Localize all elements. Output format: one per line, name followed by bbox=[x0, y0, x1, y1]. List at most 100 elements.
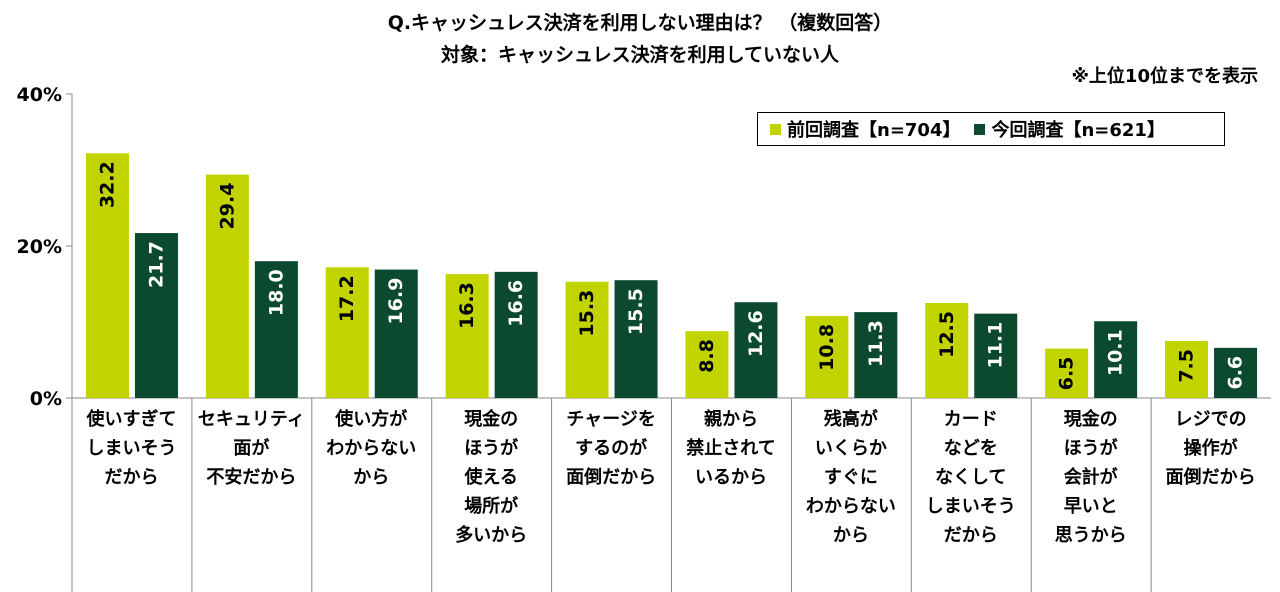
category-label-line: しまいそう bbox=[86, 438, 177, 459]
data-label-previous: 15.3 bbox=[576, 290, 598, 337]
category-label-line: カード bbox=[943, 409, 998, 430]
category-label-line: 現金の bbox=[464, 409, 519, 430]
category-label-line: 場所が bbox=[464, 496, 519, 517]
data-label-current: 6.6 bbox=[1225, 356, 1247, 390]
category-label-line: などを bbox=[943, 438, 998, 459]
data-label-previous: 29.4 bbox=[216, 183, 238, 230]
data-label-current: 16.9 bbox=[385, 278, 407, 325]
category-label-line: 残高が bbox=[823, 409, 878, 430]
data-label-current: 12.6 bbox=[745, 310, 767, 357]
category-label-line: ほうが bbox=[464, 438, 519, 459]
bar-previous bbox=[205, 174, 249, 398]
category-label-line: するのが bbox=[575, 438, 648, 459]
chart-title-line2: 対象：キャッシュレス決済を利用していない人 bbox=[440, 44, 840, 66]
bar-current bbox=[734, 302, 778, 398]
bar-previous bbox=[565, 281, 609, 398]
category-label-line: だから bbox=[943, 525, 998, 546]
data-label-current: 11.3 bbox=[865, 320, 887, 367]
category-label-line: 面倒だから bbox=[1165, 467, 1256, 488]
data-label-current: 15.5 bbox=[625, 288, 647, 335]
data-label-current: 10.1 bbox=[1105, 329, 1127, 376]
category-label-line: なくして bbox=[935, 467, 1007, 488]
data-label-current: 16.6 bbox=[505, 280, 527, 327]
category-label-line: 現金の bbox=[1063, 409, 1118, 430]
data-label-previous: 7.5 bbox=[1176, 349, 1198, 383]
data-label-previous: 6.5 bbox=[1056, 357, 1078, 391]
data-label-previous: 10.8 bbox=[816, 324, 838, 371]
legend-swatch-current bbox=[974, 123, 986, 135]
category-label-line: 会計が bbox=[1063, 467, 1118, 488]
bar-previous bbox=[445, 274, 489, 398]
data-label-previous: 17.2 bbox=[336, 275, 358, 322]
category-label-line: 思うから bbox=[1054, 525, 1127, 546]
bar-previous bbox=[325, 267, 369, 398]
category-label-line: から bbox=[832, 525, 869, 546]
bar-current bbox=[1094, 321, 1138, 398]
category-label-line: 不安だから bbox=[206, 467, 297, 488]
category-label-line: わからない bbox=[326, 438, 417, 459]
category-label-line: から bbox=[353, 467, 390, 488]
legend-item-current: 今回調査【n=621】 bbox=[974, 116, 1165, 142]
bar-current bbox=[134, 233, 178, 398]
category-label-line: 使い方が bbox=[335, 409, 408, 430]
data-label-previous: 16.3 bbox=[456, 282, 478, 329]
data-label-previous: 32.2 bbox=[96, 161, 118, 208]
category-label-line: セキュリティ bbox=[197, 409, 305, 430]
data-label-current: 11.1 bbox=[985, 322, 1007, 369]
category-label-line: しまいそう bbox=[925, 496, 1016, 517]
y-tick-label: 40% bbox=[17, 84, 62, 106]
y-tick-label: 0% bbox=[30, 388, 62, 410]
category-label-line: わからない bbox=[805, 496, 896, 517]
data-label-current: 18.0 bbox=[265, 269, 287, 316]
category-label: 親から禁止されているから bbox=[672, 405, 791, 492]
category-label-line: ほうが bbox=[1063, 438, 1118, 459]
category-label-line: 面が bbox=[233, 438, 270, 459]
category-label-line: 親から bbox=[704, 409, 758, 430]
bar-previous bbox=[685, 331, 729, 398]
category-label-line: いるから bbox=[695, 467, 767, 488]
category-label-line: チャージを bbox=[566, 409, 656, 430]
category-label-line: 使える bbox=[464, 467, 518, 488]
bar-current bbox=[494, 271, 538, 398]
category-label-line: すぐに bbox=[823, 467, 878, 488]
category-label-line: 多いから bbox=[455, 525, 528, 546]
data-label-previous: 8.8 bbox=[696, 339, 718, 373]
bar-current bbox=[254, 261, 298, 398]
category-label: 使いすぎてしまいそうだから bbox=[72, 405, 191, 492]
category-label-line: 面倒だから bbox=[566, 467, 657, 488]
legend-label-current: 今回調査【n=621】 bbox=[991, 120, 1165, 141]
legend-swatch-previous bbox=[770, 123, 781, 135]
category-label: セキュリティ 面が不安だから bbox=[192, 405, 311, 492]
chart-note: ※上位10位までを表示 bbox=[1071, 66, 1258, 87]
category-label: レジでの操作が面倒だから bbox=[1151, 405, 1270, 492]
bar-previous bbox=[85, 153, 129, 398]
category-label: カードなどをなくしてしまいそうだから bbox=[911, 405, 1030, 550]
bar-current bbox=[974, 313, 1018, 398]
y-tick-label: 20% bbox=[17, 236, 62, 258]
bar-current bbox=[1214, 347, 1258, 398]
data-label-previous: 12.5 bbox=[936, 311, 958, 358]
category-label: 現金のほうが使える場所が多いから bbox=[432, 405, 551, 550]
category-label-line: 早いと bbox=[1063, 496, 1118, 517]
category-label: チャージをするのが面倒だから bbox=[552, 405, 671, 492]
category-label: 残高がいくらかすぐにわからないから bbox=[791, 405, 910, 550]
legend: 前回調査【n=704】 今回調査【n=621】 bbox=[757, 112, 1225, 146]
bar-previous bbox=[925, 303, 969, 398]
category-label: 使い方がわからないから bbox=[312, 405, 431, 492]
bar-previous bbox=[1165, 341, 1209, 398]
category-label-line: 禁止されて bbox=[686, 438, 776, 459]
category-label-line: だから bbox=[104, 467, 159, 488]
category-label-line: いくらか bbox=[814, 438, 887, 459]
bar-previous bbox=[1045, 348, 1089, 398]
category-label-line: 使いすぎて bbox=[86, 409, 177, 430]
legend-label-previous: 前回調査【n=704】 bbox=[787, 120, 961, 141]
data-label-current: 21.7 bbox=[145, 241, 167, 288]
category-label-line: 操作が bbox=[1183, 438, 1238, 459]
category-label: 現金のほうが会計が早いと思うから bbox=[1031, 405, 1150, 550]
legend-item-previous: 前回調査【n=704】 bbox=[770, 116, 960, 142]
category-label-line: レジでの bbox=[1174, 409, 1247, 430]
bar-current bbox=[854, 312, 898, 398]
bar-current bbox=[374, 269, 418, 398]
bar-previous bbox=[805, 315, 849, 398]
